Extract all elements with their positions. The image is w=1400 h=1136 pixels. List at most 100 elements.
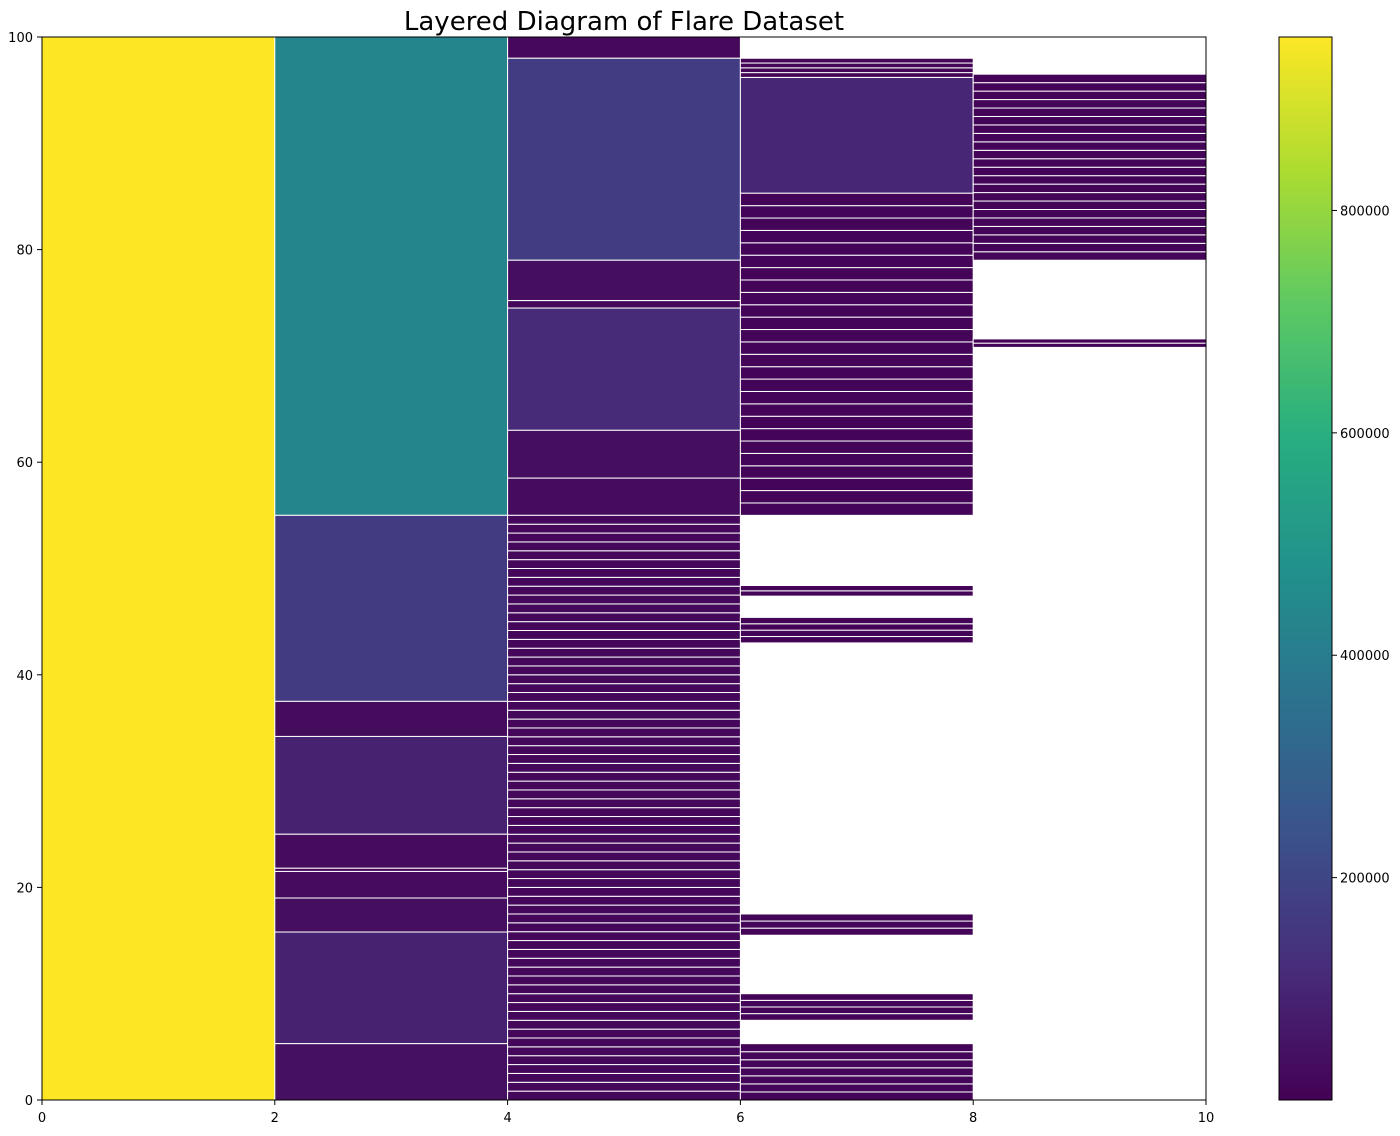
layer-segment-70: [507, 630, 741, 640]
layer-segment-107: [739, 279, 974, 293]
layer-segment-137: [972, 234, 1207, 244]
layer-segment-63: [507, 692, 741, 702]
layer-segment-31: [507, 975, 741, 986]
layer-segment-43: [507, 869, 741, 880]
layer-segment-85: [739, 72, 974, 78]
layer-segment-89: [739, 502, 974, 516]
layer-segment-38: [507, 913, 741, 924]
layer-segment-81: [507, 532, 741, 543]
layer-segment-61: [507, 709, 741, 720]
y-tick-label: 60: [16, 456, 33, 471]
layer-segment-37: [507, 922, 741, 933]
layer-segment-103: [739, 329, 974, 343]
layer-segment-30: [507, 984, 741, 995]
layer-segment-120: [739, 616, 974, 625]
layer-segment-130: [739, 1075, 974, 1085]
layer-segment-59: [507, 727, 741, 738]
layer-segment-35: [507, 940, 741, 950]
layer-segment-102: [739, 341, 974, 355]
layer-segment-112: [739, 217, 974, 231]
layer-segment-95: [739, 428, 974, 442]
layer-segment-21: [507, 1064, 741, 1074]
layer-segment-16: [507, 429, 741, 479]
layer-segment-144: [972, 175, 1207, 185]
layer-segment-69: [507, 638, 741, 649]
layer-segment-129: [739, 1083, 974, 1093]
layer-segment-64: [507, 683, 741, 694]
layer-segment-29: [507, 993, 741, 1004]
layer-segment-152: [972, 107, 1207, 117]
layer-segment-133: [739, 1051, 974, 1061]
layer-segment-25: [507, 1028, 741, 1039]
layer-segment-153: [972, 99, 1207, 109]
layer-segment-56: [507, 754, 741, 764]
layer-segment-47: [507, 833, 741, 844]
layer-segment-26: [507, 1019, 741, 1030]
layer-segment-44: [507, 860, 741, 871]
layer-segment-77: [507, 568, 741, 578]
layer-segment-48: [507, 824, 741, 835]
layer-segment-148: [972, 141, 1207, 151]
y-tick-label: 80: [16, 244, 33, 259]
layer-segment-71: [507, 621, 741, 632]
layer-segment-52: [507, 789, 741, 800]
layer-segment-101: [739, 353, 974, 368]
layer-segment-99: [739, 378, 974, 392]
colorbar-tick-label: 800000: [1340, 204, 1390, 219]
layer-segment-83: [507, 514, 741, 525]
plot-rects: [41, 36, 1207, 1101]
layer-segment-36: [507, 931, 741, 942]
layer-segment-7: [274, 870, 509, 899]
layer-segment-22: [507, 1055, 741, 1066]
layer-segment-139: [972, 217, 1207, 227]
layer-segment-98: [739, 390, 974, 405]
layer-segment-115: [739, 590, 974, 597]
layer-segment-82: [507, 523, 741, 534]
layer-segment-96: [739, 415, 974, 430]
layer-segment-126: [739, 999, 974, 1008]
layer-segment-147: [972, 149, 1207, 160]
layer-segment-155: [972, 82, 1207, 92]
layer-segment-12: [507, 57, 741, 261]
layer-segment-46: [507, 842, 741, 853]
layer-segment-100: [739, 366, 974, 380]
layer-segment-15: [507, 307, 741, 431]
layer-segment-51: [507, 798, 741, 809]
colorbar-tick-label: 600000: [1340, 427, 1390, 442]
layer-segment-151: [972, 115, 1207, 126]
layer-segment-49: [507, 816, 741, 826]
layer-segment-62: [507, 700, 741, 711]
layer-segment-28: [507, 1002, 741, 1012]
layer-segment-8: [274, 897, 509, 933]
layer-segment-65: [507, 674, 741, 685]
layer-segment-80: [507, 541, 741, 552]
layer-segment-111: [739, 229, 974, 244]
x-tick-label: 4: [503, 1111, 511, 1126]
y-tick-label: 0: [25, 1094, 33, 1109]
layer-segment-1: [274, 36, 509, 516]
layer-segment-116: [739, 585, 974, 592]
layer-segment-40: [507, 895, 741, 906]
layer-segment-74: [507, 594, 741, 605]
layer-segment-145: [972, 166, 1207, 177]
layer-segment-128: [739, 1091, 974, 1101]
layer-segment-17: [507, 477, 741, 516]
layer-segment-86: [739, 67, 974, 74]
layer-segment-93: [739, 452, 974, 467]
layer-segment-53: [507, 780, 741, 791]
layer-segment-156: [972, 73, 1207, 84]
layer-segment-106: [739, 291, 974, 306]
layer-segment-146: [972, 158, 1207, 168]
layer-segment-9: [274, 931, 509, 1045]
layer-segment-20: [507, 1072, 741, 1083]
layer-segment-23: [507, 1046, 741, 1057]
layer-segment-122: [739, 920, 974, 929]
layer-segment-97: [739, 403, 974, 417]
layer-segment-3: [274, 700, 509, 737]
layer-segment-105: [739, 304, 974, 318]
layer-segment-157: [972, 342, 1207, 348]
layer-segment-4: [274, 735, 509, 835]
layer-segment-14: [507, 300, 741, 309]
layer-segment-5: [274, 833, 509, 869]
layer-segment-119: [739, 623, 974, 631]
